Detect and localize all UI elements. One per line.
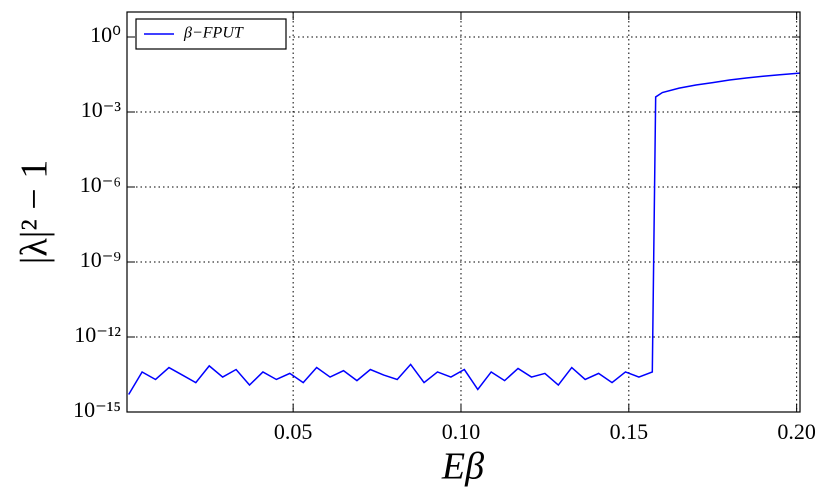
legend-label: β−FPUT bbox=[183, 25, 244, 42]
x-tick-label: 0.05 bbox=[274, 419, 313, 444]
x-tick-label: 0.20 bbox=[777, 419, 816, 444]
y-tick-label: 10⁻⁹ bbox=[80, 247, 122, 272]
y-tick-label: 10⁻¹⁵ bbox=[73, 397, 121, 422]
y-tick-label: 10⁰ bbox=[90, 22, 121, 47]
y-tick-label: 10⁻³ bbox=[81, 97, 122, 122]
x-tick-label: 0.15 bbox=[610, 419, 649, 444]
x-axis-label: Eβ bbox=[441, 446, 484, 488]
y-tick-label: 10⁻⁶ bbox=[80, 172, 121, 197]
y-axis-label: |λ|² − 1 bbox=[14, 160, 56, 264]
data-line bbox=[128, 72, 801, 395]
y-tick-label: 10⁻¹² bbox=[74, 322, 121, 347]
plot-frame bbox=[126, 11, 801, 413]
x-tick-label: 0.10 bbox=[442, 419, 481, 444]
